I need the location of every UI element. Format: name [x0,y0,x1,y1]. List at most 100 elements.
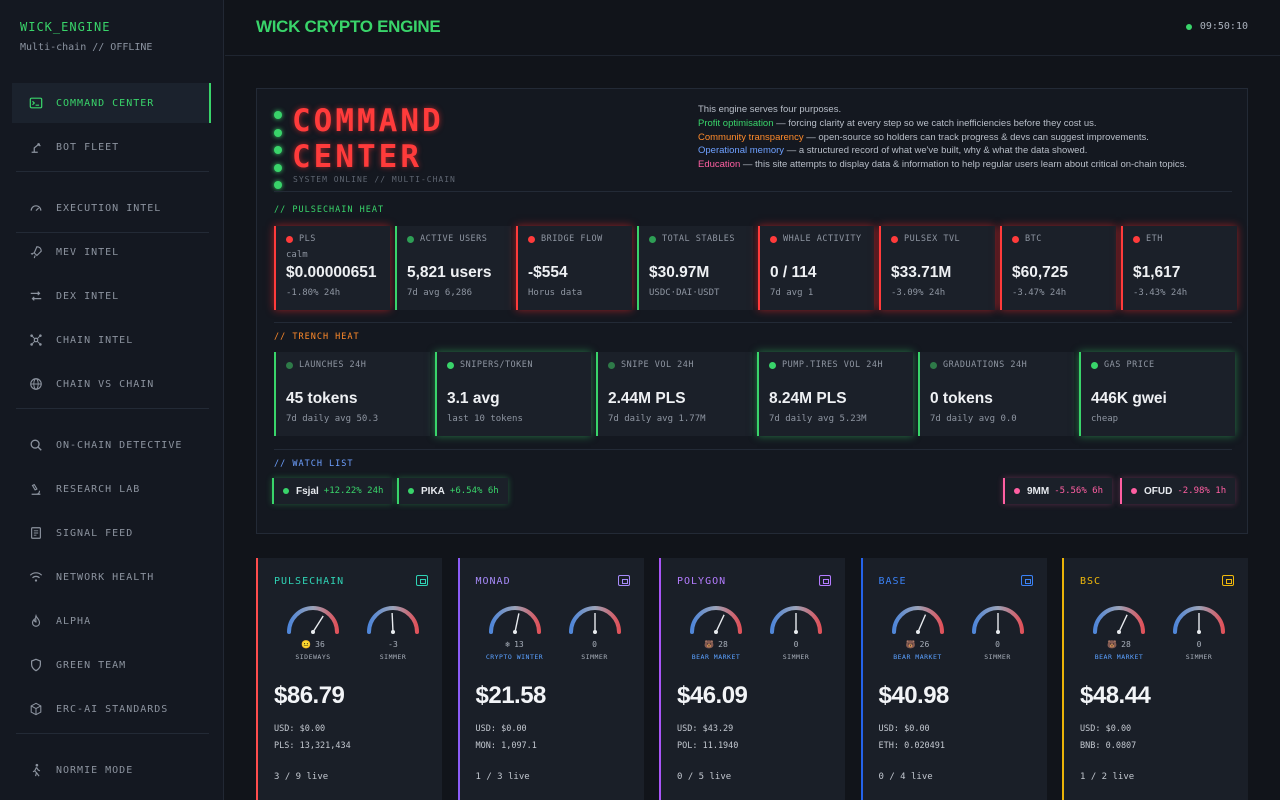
wallet-icon[interactable] [617,575,630,586]
heat-number: 0 [1196,640,1202,649]
card-label: WHALE ACTIVITY [770,234,870,245]
trench-card-gas-price[interactable]: GAS PRICE 446K gwei cheap [1079,352,1235,436]
heat-card-bridge-flow[interactable]: BRIDGE FLOW -$554 Horus data [516,226,632,310]
card-label: LAUNCHES 24H [286,360,366,370]
status-light [274,181,282,189]
watch-chip-fsjal[interactable]: Fsjal +12.22% 24h [272,478,393,504]
chain-card-base[interactable]: BASE 🐻 26 BEAR MARKET 0 SIMMER $40.98 USD: $0.0… [860,558,1047,800]
sidebar-item-normie-mode[interactable]: NORMIE MODE [12,750,211,790]
heat-label: SIMMER [379,653,407,661]
command-title-line1: COMMAND [292,103,444,139]
nav-divider [16,232,209,233]
heat-card-whale-activity[interactable]: WHALE ACTIVITY 0 / 114 7d avg 1 [758,226,874,310]
watch-chip-9mm[interactable]: 9MM -5.56% 6h [1003,478,1113,504]
app-title: WICK CRYPTO ENGINE [256,17,441,36]
card-label: SNIPE VOL 24H [608,360,694,370]
card-label: SNIPERS/TOKEN [447,360,533,370]
terminal-icon [28,95,44,111]
wallet-icon[interactable] [819,575,831,586]
token-name: PIKA [421,485,445,497]
gauge-hub [1117,630,1121,634]
gauge-hub [1197,630,1201,634]
sidebar-item-network-health[interactable]: NETWORK HEALTH [12,557,211,597]
chain-price: $46.09 [677,682,748,709]
sentiment-emoji-icon: 🐻 [1107,640,1118,649]
heat-card-total-stables[interactable]: TOTAL STABLES $30.97M USDC·DAI·USDT [637,226,753,310]
chain-card-pulsechain[interactable]: PULSECHAIN 😐 36 SIDEWAYS -3 SIMMER $86.79 USD: … [256,558,442,800]
command-center-panel: COMMAND CENTER SYSTEM ONLINE // MULTI-CH… [256,88,1248,534]
card-foot: -3.47% 24h [1012,288,1067,298]
sidebar-item-on-chain-detective[interactable]: ON-CHAIN DETECTIVE [12,425,211,465]
sidebar-item-research-lab[interactable]: RESEARCH LAB [12,469,211,509]
chain-card-bsc[interactable]: BSC 🐻 28 BEAR MARKET 0 SIMMER $48.44 USD: $0.00… [1062,558,1248,800]
trench-card-launches-24h[interactable]: LAUNCHES 24H 45 tokens 7d daily avg 50.3 [274,352,430,436]
sidebar-item-erc-ai-standards[interactable]: ERC-AI STANDARDS [12,689,211,729]
watch-chip-ofud[interactable]: OFUD -2.98% 1h [1120,478,1236,504]
sidebar-item-dex-intel[interactable]: DEX INTEL [12,276,211,316]
heat-card-pulsex-tvl[interactable]: PULSEX TVL $33.71M -3.09% 24h [879,226,995,310]
token-change: -5.56% 6h [1054,486,1104,496]
card-label-text: GAS PRICE [1104,360,1155,370]
card-value: $33.71M [891,264,952,281]
live-count: 3 / 9 live [274,772,329,782]
heat-number: -3 [388,640,398,649]
gauge-needle [513,613,520,633]
card-value: $60,725 [1012,264,1069,281]
card-foot: 7d daily avg 5.23M [769,414,867,424]
sidebar-item-chain-vs-chain[interactable]: CHAIN VS CHAIN [12,364,211,404]
card-label-text: BRIDGE FLOW [541,234,603,244]
sidebar-item-chain-intel[interactable]: CHAIN INTEL [12,320,211,360]
card-foot: -3.43% 24h [1133,288,1188,298]
heat-number: 0 [592,640,597,649]
purpose-text: — forcing clarity at every step so we ca… [773,117,1097,129]
wallet-icon[interactable] [1020,575,1033,586]
live-count: 1 / 3 live [475,772,530,782]
token-change: +12.22% 24h [323,486,384,496]
sidebar-item-bot-fleet[interactable]: BOT FLEET [12,127,211,167]
gauge-arc [568,606,621,634]
trench-card-pump-tires-vol-24h[interactable]: PUMP.TIRES VOL 24H 8.24M PLS 7d daily avg … [757,352,913,436]
trench-card-snipers-token[interactable]: SNIPERS/TOKEN 3.1 avg last 10 tokens [435,352,591,436]
heat-gauge [770,606,822,634]
card-foot: USDC·DAI·USDT [649,288,720,298]
purposes-text: This engine serves four purposes. Profit… [698,103,1238,172]
heat-card-pls[interactable]: PLS calm $0.00000651 -1.80% 24h [274,226,390,310]
gauge-needle [1118,614,1128,633]
chain-card-monad[interactable]: MONAD ❄ 13 CRYPTO WINTER 0 SIMMER $21.58 USD: $… [457,558,644,800]
chain-name: PULSECHAIN [274,576,345,587]
gauge-hub [714,630,718,634]
card-label: GRADUATIONS 24H [930,360,1027,370]
wallet-icon[interactable] [1222,575,1234,586]
chain-card-polygon[interactable]: POLYGON 🐻 28 BEAR MARKET 0 SIMMER $46.09 USD: $… [659,558,845,800]
sentiment-number: 13 [514,640,524,649]
sidebar-item-alpha[interactable]: ALPHA [12,601,211,641]
card-value: -$554 [528,264,568,281]
heat-gauge [367,606,419,634]
trench-card-snipe-vol-24h[interactable]: SNIPE VOL 24H 2.44M PLS 7d daily avg 1.77M [596,352,752,436]
trench-card-graduations-24h[interactable]: GRADUATIONS 24H 0 tokens 7d daily avg 0.0 [918,352,1074,436]
purposes-intro: This engine serves four purposes. [698,104,842,115]
heat-card-eth[interactable]: ETH $1,617 -3.43% 24h [1121,226,1237,310]
card-value: 8.24M PLS [769,390,847,407]
sidebar-item-command-center[interactable]: COMMAND CENTER [12,83,211,123]
purpose-text: — this site attempts to display data & i… [740,159,1187,171]
sentiment-number: 28 [718,640,728,649]
heat-card-btc[interactable]: BTC $60,725 -3.47% 24h [1000,226,1116,310]
status-dot [891,236,898,243]
sidebar-item-green-team[interactable]: GREEN TEAM [12,645,211,685]
sidebar-item-label: COMMAND CENTER [56,97,155,109]
wallet-icon[interactable] [416,575,428,586]
status-dot [770,236,777,243]
status-dot [447,361,454,369]
sidebar-item-label: NETWORK HEALTH [56,571,155,583]
card-label: ETH [1133,234,1233,245]
watch-chip-pika[interactable]: PIKA +6.54% 6h [397,478,508,504]
sidebar-item-execution-intel[interactable]: EXECUTION INTEL [12,188,211,228]
sidebar-item-signal-feed[interactable]: SIGNAL FEED [12,513,211,553]
status-dot [1091,361,1098,369]
heat-card-active-users[interactable]: ACTIVE USERS 5,821 users 7d avg 6,286 [395,226,511,310]
sidebar-item-mev-intel[interactable]: MEV INTEL [12,232,211,272]
purpose-head: Profit optimisation [698,117,774,129]
sidebar-item-label: BOT FLEET [56,141,120,153]
sentiment-value: 🐻 28 [1089,640,1149,649]
